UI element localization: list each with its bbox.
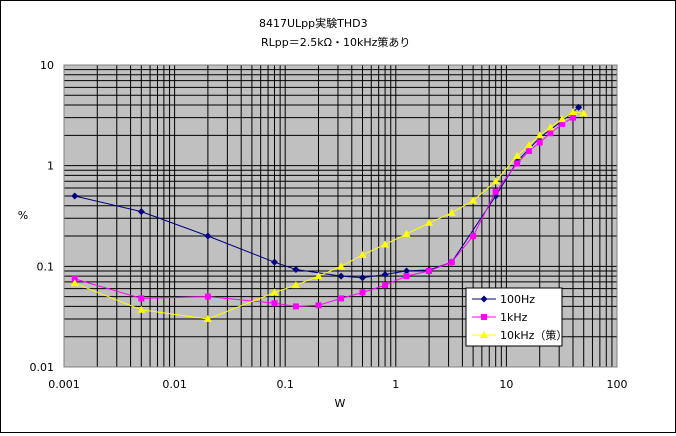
x-tick-label: 10	[499, 378, 513, 391]
data-point	[536, 139, 543, 146]
x-tick-labels: 0.001 0.01 0.1 1 10 100	[48, 378, 627, 391]
legend: 100Hz 1kHz 10kHz（策）	[465, 287, 567, 347]
data-point	[381, 240, 390, 248]
plot-border	[63, 64, 618, 368]
y-axis-label: %	[18, 209, 28, 222]
series-2	[71, 114, 576, 310]
data-point	[337, 272, 345, 280]
legend-swatch-marker	[480, 331, 488, 338]
data-point	[381, 270, 389, 278]
series-3	[70, 108, 588, 322]
data-point	[270, 258, 278, 266]
data-point	[292, 266, 300, 274]
data-point	[382, 282, 389, 289]
data-point	[492, 188, 499, 195]
data-point	[359, 289, 366, 296]
data-point	[203, 314, 212, 322]
x-tick-label: 100	[607, 378, 628, 391]
data-point	[448, 259, 455, 266]
data-point	[402, 229, 411, 237]
data-point	[559, 120, 566, 127]
data-point	[546, 123, 555, 131]
y-tick-label: 1	[47, 160, 54, 173]
data-point	[524, 141, 533, 149]
data-point	[447, 208, 456, 216]
data-point	[403, 273, 410, 280]
series-layer	[70, 103, 588, 322]
legend-swatch-marker	[481, 314, 487, 320]
data-point	[137, 305, 146, 313]
data-point	[71, 275, 78, 282]
data-point	[470, 233, 477, 240]
data-point	[292, 303, 299, 310]
data-point	[71, 192, 79, 200]
chart-subtitle: RLpp＝2.5kΩ・10kHz策あり	[261, 35, 410, 49]
data-point	[579, 109, 588, 117]
y-tick-label: 0.01	[30, 361, 55, 374]
data-point	[491, 177, 500, 185]
y-tick-labels: 0.01 0.1 1 10	[30, 59, 55, 374]
data-point	[575, 103, 583, 111]
legend-label: 1kHz	[500, 311, 528, 324]
data-point	[469, 196, 478, 204]
data-point	[314, 272, 323, 280]
data-point	[426, 267, 433, 274]
x-tick-label: 0.001	[48, 378, 80, 391]
data-point	[291, 281, 300, 289]
x-axis-label: W	[335, 397, 346, 410]
data-point	[359, 274, 367, 282]
data-point	[425, 218, 434, 226]
x-tick-label: 0.01	[162, 378, 187, 391]
data-point	[204, 232, 212, 240]
y-tick-label: 0.1	[37, 260, 55, 273]
data-point	[337, 262, 346, 270]
x-tick-label: 1	[392, 378, 399, 391]
data-point	[70, 279, 79, 287]
data-point	[558, 115, 567, 123]
legend-swatch-marker	[480, 295, 488, 303]
data-point	[271, 300, 278, 307]
data-point	[403, 267, 411, 275]
data-point	[525, 147, 532, 154]
data-point	[514, 160, 521, 167]
data-point	[358, 250, 367, 258]
x-tick-label: 0.1	[276, 378, 294, 391]
legend-label: 100Hz	[500, 293, 535, 306]
data-point	[204, 293, 211, 300]
legend-label: 10kHz（策）	[500, 328, 567, 342]
chart-title: 8417ULpp実験THD3	[259, 16, 368, 30]
data-point	[547, 130, 554, 137]
data-point	[568, 108, 577, 116]
data-point	[137, 208, 145, 216]
data-point	[315, 302, 322, 309]
data-point	[535, 131, 544, 139]
data-point	[270, 288, 279, 296]
data-point	[513, 151, 522, 159]
data-point	[138, 295, 145, 302]
y-tick-label: 10	[40, 59, 54, 72]
data-point	[569, 114, 576, 121]
data-point	[338, 295, 345, 302]
